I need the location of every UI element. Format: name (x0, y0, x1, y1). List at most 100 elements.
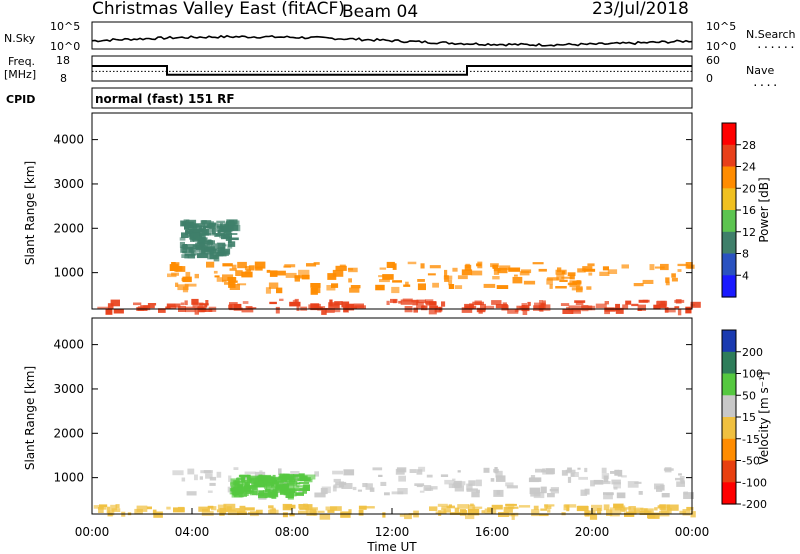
echo-cell (535, 468, 545, 473)
echo-cell (601, 473, 610, 479)
echo-cell (278, 468, 282, 475)
freq-series-line (92, 65, 692, 76)
echo-cell (677, 308, 682, 316)
echo-cell (97, 507, 107, 510)
velocity-yticks: 1000 2000 3000 4000 (53, 338, 692, 485)
echo-cell (523, 280, 536, 285)
velocity-ylabel: Slant Range [km] (23, 366, 37, 470)
freq-panel: Freq. [MHz] 18 8 60 0 Nave .... (4, 54, 779, 89)
echo-cell (172, 470, 184, 476)
echo-cell (334, 307, 341, 313)
velocity-colorbar-ticks: 200 100 50 15 -15 -50 -100 -200 (736, 346, 767, 511)
echo-cell (198, 225, 203, 232)
echo-cell (284, 483, 289, 487)
echo-cell (348, 278, 352, 283)
echo-cell (609, 513, 620, 517)
echo-cell (207, 490, 213, 493)
echo-cell (649, 264, 655, 271)
echo-cell (335, 265, 347, 271)
echo-cell (633, 509, 640, 514)
echo-cell (578, 476, 588, 480)
echo-cell (495, 470, 503, 478)
echo-cell (457, 275, 468, 280)
echo-cell (454, 507, 460, 514)
colorbar-tick-label: -15 (742, 433, 760, 446)
echo-cell (507, 308, 519, 314)
echo-cell (332, 269, 344, 277)
echo-cell (512, 276, 523, 284)
nsky-label: N.Sky (4, 32, 36, 45)
freq-label-line2: [MHz] (4, 68, 36, 81)
echo-cell (182, 250, 195, 254)
echo-cell (444, 479, 455, 485)
echo-cell (412, 299, 418, 306)
echo-cell (256, 476, 264, 481)
echo-cell (276, 287, 283, 294)
echo-cell (365, 483, 373, 490)
echo-cell (621, 264, 629, 269)
echo-cell (586, 286, 592, 290)
echo-cell (589, 513, 598, 520)
echo-cell (267, 492, 279, 498)
echo-cell (327, 509, 335, 513)
echo-cell (272, 474, 276, 480)
echo-cell (416, 302, 424, 309)
echo-cell (606, 493, 614, 496)
echo-cell (454, 285, 463, 289)
echo-cell (216, 277, 223, 282)
echo-cell (289, 513, 295, 517)
echo-cell (99, 504, 108, 508)
echo-cell (566, 505, 570, 512)
colorbar-block (722, 351, 736, 375)
echo-cell (484, 508, 497, 514)
echo-cell (476, 489, 480, 493)
echo-cell (441, 506, 451, 510)
colorbar-tick-label: 28 (742, 139, 756, 152)
colorbar-block (722, 482, 736, 505)
echo-cell (603, 492, 613, 500)
echo-cell (197, 232, 201, 240)
echo-cell (326, 285, 336, 291)
echo-cell (180, 302, 185, 306)
echo-cell (528, 478, 540, 483)
echo-cell (255, 509, 263, 514)
power-echo-layer (97, 219, 701, 316)
echo-cell (391, 491, 404, 495)
echo-cell (409, 469, 417, 473)
echo-cell (111, 508, 121, 512)
echo-cell (182, 276, 192, 283)
echo-cell (186, 491, 197, 496)
echo-cell (200, 233, 206, 240)
velocity-echo-layer (93, 466, 696, 520)
echo-cell (295, 492, 304, 496)
echo-cell (289, 478, 295, 485)
echo-cell (249, 475, 259, 481)
echo-cell (297, 478, 303, 481)
echo-cell (242, 301, 249, 304)
echo-cell (597, 512, 602, 515)
echo-cell (582, 266, 593, 271)
echo-cell (686, 507, 694, 511)
colorbar-block (722, 330, 736, 353)
echo-cell (184, 225, 189, 230)
echo-cell (654, 266, 665, 269)
echo-cell (222, 274, 234, 282)
echo-cell (227, 241, 236, 247)
echo-cell (421, 305, 426, 308)
echo-cell (593, 479, 604, 485)
echo-cell (461, 307, 473, 313)
colorbar-block (722, 188, 736, 211)
power-yticks: 1000 2000 3000 4000 (53, 133, 692, 280)
freq-label-line1: Freq. (8, 55, 35, 68)
echo-cell (602, 266, 609, 271)
ytick-label: 2000 (53, 221, 84, 235)
xtick-label: 20:00 (575, 525, 610, 539)
echo-cell (301, 274, 310, 280)
echo-cell (194, 307, 199, 315)
echo-cell (382, 274, 394, 280)
echo-cell (667, 307, 676, 313)
echo-cell (235, 481, 243, 486)
echo-cell (561, 276, 573, 279)
echo-cell (483, 467, 490, 473)
echo-cell (617, 469, 623, 477)
